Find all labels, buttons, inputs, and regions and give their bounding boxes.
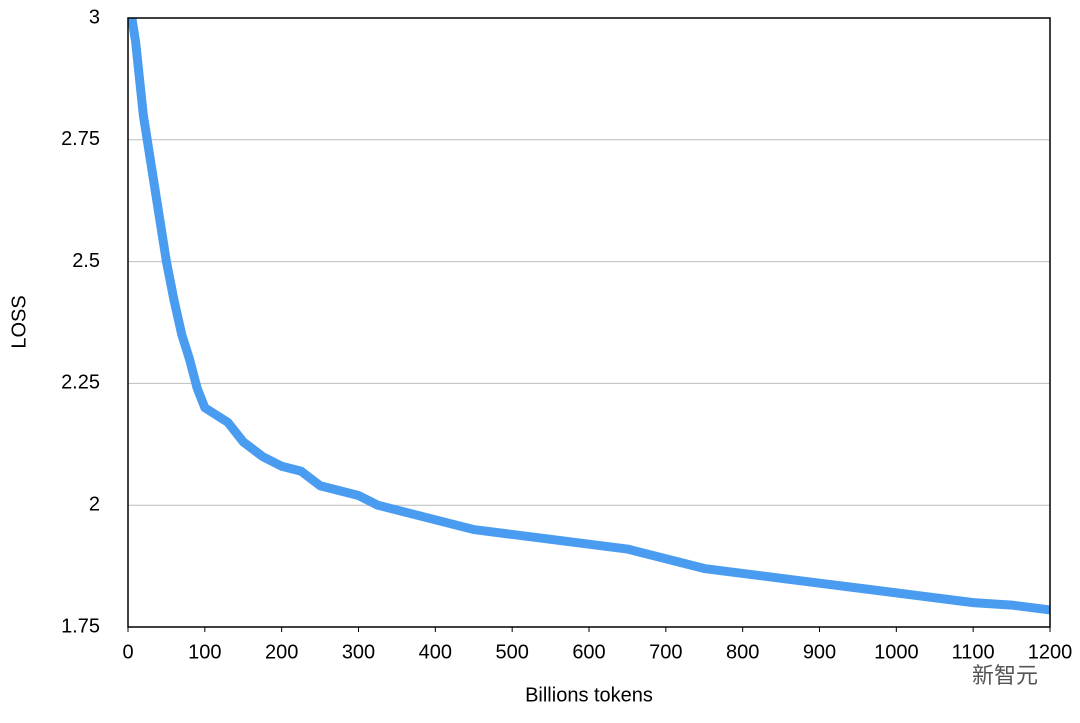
y-axis-label: LOSS: [8, 295, 30, 348]
y-tick-label: 2.75: [61, 128, 100, 150]
y-tick-label: 2.25: [61, 372, 100, 394]
x-tick-label: 600: [572, 641, 605, 663]
x-tick-label: 0: [122, 641, 133, 663]
x-tick-label: 300: [342, 641, 375, 663]
x-tick-label: 400: [419, 641, 452, 663]
x-tick-label: 500: [495, 641, 528, 663]
x-tick-label: 1000: [874, 641, 919, 663]
x-tick-label: 200: [265, 641, 298, 663]
x-tick-label: 800: [726, 641, 759, 663]
x-axis-label: Billions tokens: [525, 684, 653, 706]
loss-line: [127, 17, 1051, 615]
x-tick-label: 700: [649, 641, 682, 663]
y-tick-label: 2: [89, 493, 100, 515]
x-tick-label: 1200: [1028, 641, 1073, 663]
y-tick-label: 1.75: [61, 615, 100, 637]
y-tick-label: 3: [89, 6, 100, 28]
x-tick-label: 900: [803, 641, 836, 663]
x-tick-label: 100: [188, 641, 221, 663]
y-tick-label: 2.5: [72, 250, 100, 272]
plot-border: [127, 17, 1051, 628]
x-tick-label: 1100: [952, 641, 995, 663]
watermark: 新智元: [972, 663, 1038, 688]
